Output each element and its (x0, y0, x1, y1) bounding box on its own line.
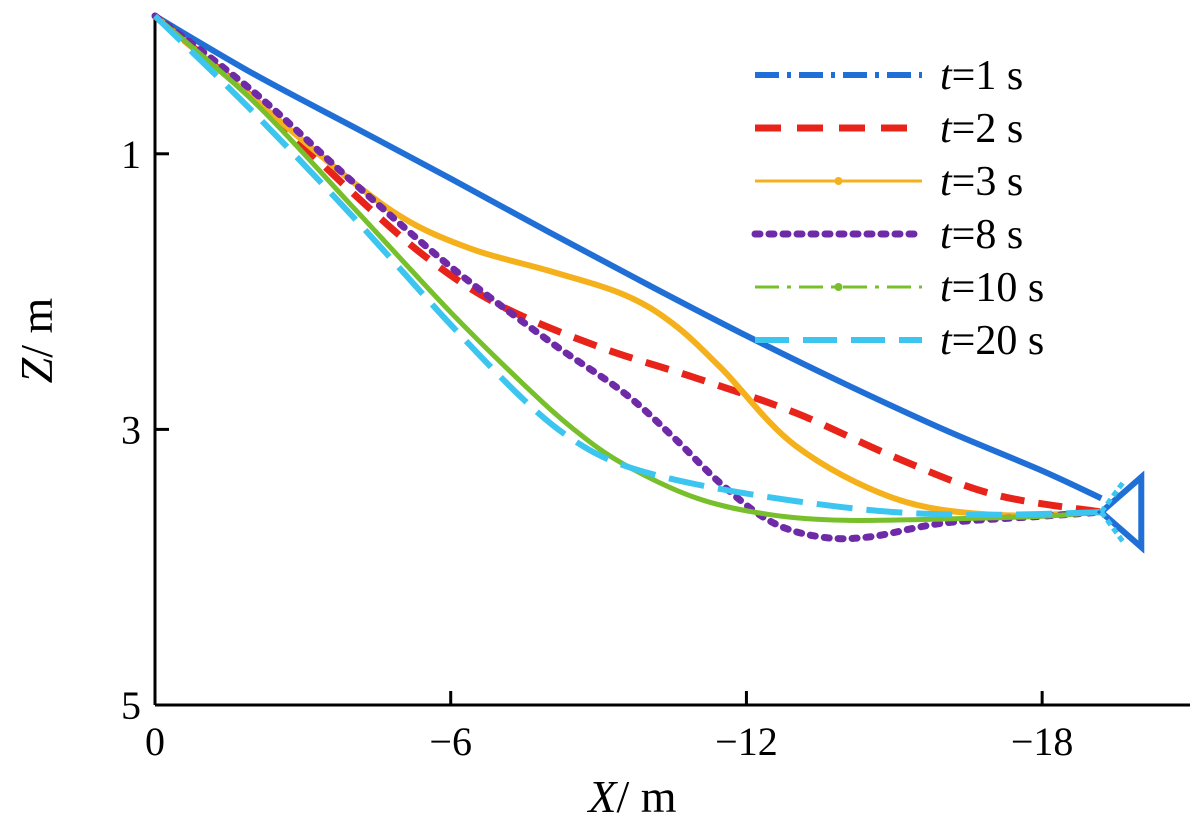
y-tick-label: 1 (121, 132, 141, 177)
x-tick-label: −12 (715, 719, 778, 764)
legend-label-3: t=8 s (940, 212, 1023, 258)
x-axis-label: X/ m (586, 771, 676, 822)
series-line-4 (153, 14, 1102, 524)
legend-label-0: t=1 s (940, 53, 1023, 99)
legend-label-4: t=10 s (940, 265, 1044, 311)
x-tick-label: −6 (429, 719, 472, 764)
series-line-3 (151, 12, 1105, 543)
axis-labels: X/ m Z/ m (11, 297, 677, 822)
series-line-1 (152, 13, 1102, 516)
series-line-0 (153, 13, 1103, 502)
plot-area (151, 12, 1145, 554)
legend-marker-4 (834, 283, 843, 291)
series-line-5 (152, 13, 1102, 518)
legend: t=1 s t=2 s t=3 s t=8 s t=10 s t=20 s (751, 53, 1044, 364)
y-tick-label: 5 (121, 683, 141, 728)
endpoint-marker (1096, 470, 1145, 554)
legend-label-1: t=2 s (940, 106, 1023, 152)
legend-marker-2 (834, 177, 843, 185)
y-tick-label: 3 (121, 407, 141, 452)
axes: 0 −6 −12 −18 1 3 5 (121, 16, 1190, 764)
endpoint-marker-inner (1099, 480, 1126, 544)
y-axis-label: Z/ m (11, 297, 62, 383)
legend-label-2: t=3 s (940, 159, 1023, 205)
x-tick-label: 0 (145, 719, 165, 764)
legend-label-5: t=20 s (940, 318, 1044, 364)
x-tick-label: −18 (1011, 719, 1074, 764)
